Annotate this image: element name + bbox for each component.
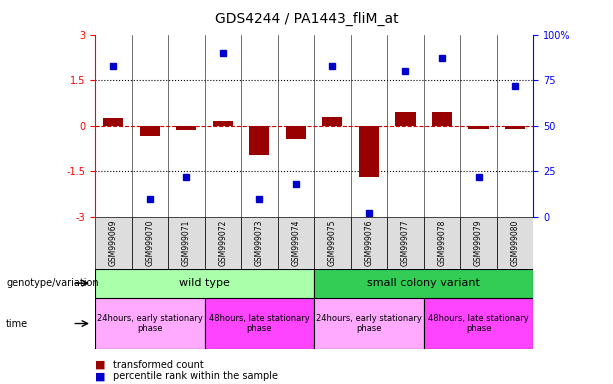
Text: GSM999070: GSM999070 xyxy=(145,220,154,266)
Bar xyxy=(177,126,196,130)
Text: GSM999080: GSM999080 xyxy=(511,220,520,266)
Text: small colony variant: small colony variant xyxy=(367,278,480,288)
Text: GSM999069: GSM999069 xyxy=(109,220,118,266)
Bar xyxy=(468,126,489,129)
Text: 24hours, early stationary
phase: 24hours, early stationary phase xyxy=(97,314,203,333)
Text: time: time xyxy=(6,318,28,329)
Bar xyxy=(314,217,351,269)
Text: genotype/variation: genotype/variation xyxy=(6,278,99,288)
Text: GSM999076: GSM999076 xyxy=(365,220,373,266)
Text: transformed count: transformed count xyxy=(113,360,204,370)
Bar xyxy=(103,118,123,126)
Bar xyxy=(249,126,270,155)
Bar xyxy=(278,217,314,269)
Text: GSM999077: GSM999077 xyxy=(401,220,410,266)
Bar xyxy=(497,217,533,269)
Bar xyxy=(241,217,278,269)
Bar xyxy=(95,298,205,349)
Text: 48hours, late stationary
phase: 48hours, late stationary phase xyxy=(209,314,310,333)
Text: GSM999072: GSM999072 xyxy=(218,220,227,266)
Bar xyxy=(140,126,160,136)
Bar xyxy=(432,112,452,126)
Text: GSM999073: GSM999073 xyxy=(255,220,264,266)
Text: GSM999079: GSM999079 xyxy=(474,220,483,266)
Text: ■: ■ xyxy=(95,371,105,381)
Text: percentile rank within the sample: percentile rank within the sample xyxy=(113,371,278,381)
Bar xyxy=(314,298,424,349)
Text: GDS4244 / PA1443_fliM_at: GDS4244 / PA1443_fliM_at xyxy=(215,12,398,26)
Text: ■: ■ xyxy=(95,360,105,370)
Bar xyxy=(387,217,424,269)
Bar xyxy=(205,298,314,349)
Bar xyxy=(95,269,314,298)
Bar xyxy=(424,298,533,349)
Bar xyxy=(286,126,306,139)
Bar xyxy=(213,121,233,126)
Bar xyxy=(359,126,379,177)
Bar xyxy=(322,117,343,126)
Bar xyxy=(460,217,497,269)
Bar xyxy=(351,217,387,269)
Bar xyxy=(132,217,168,269)
Text: GSM999075: GSM999075 xyxy=(328,220,337,266)
Text: 24hours, early stationary
phase: 24hours, early stationary phase xyxy=(316,314,422,333)
Bar xyxy=(395,112,416,126)
Bar xyxy=(505,126,525,129)
Text: GSM999074: GSM999074 xyxy=(291,220,300,266)
Bar xyxy=(95,217,132,269)
Text: 48hours, late stationary
phase: 48hours, late stationary phase xyxy=(428,314,529,333)
Bar xyxy=(168,217,205,269)
Bar xyxy=(205,217,241,269)
Text: GSM999078: GSM999078 xyxy=(438,220,446,266)
Text: wild type: wild type xyxy=(179,278,230,288)
Bar xyxy=(314,269,533,298)
Text: GSM999071: GSM999071 xyxy=(182,220,191,266)
Bar xyxy=(424,217,460,269)
